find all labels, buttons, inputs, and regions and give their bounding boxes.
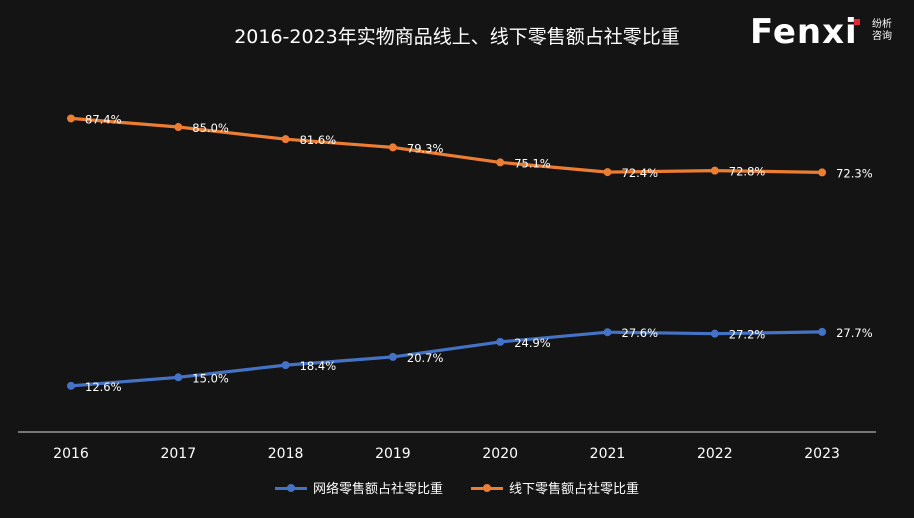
x-tick-label: 2019 <box>375 446 411 462</box>
legend-label-online: 网络零售额占社零比重 <box>312 482 443 497</box>
data-label: 72.4% <box>622 166 659 180</box>
logo-wordmark: Fenxi <box>750 12 858 52</box>
data-point <box>818 168 827 177</box>
fenxi-logo: Fenxi 纷析 咨询 <box>750 12 910 52</box>
data-point <box>710 329 719 338</box>
data-label: 72.3% <box>836 166 873 180</box>
data-point <box>603 328 612 337</box>
data-label: 18.4% <box>300 359 337 373</box>
series-line-0 <box>69 330 824 388</box>
data-point <box>281 361 290 370</box>
x-tick-label: 2023 <box>804 446 840 462</box>
x-tick-label: 2016 <box>53 446 89 462</box>
legend-swatch-offline <box>471 482 503 494</box>
x-tick-label: 2017 <box>160 446 196 462</box>
legend-item-offline: 线下零售额占社零比重 <box>471 478 639 497</box>
logo-tagline-line1: 纷析 <box>872 19 892 30</box>
data-label: 20.7% <box>407 351 444 365</box>
data-label: 15.0% <box>192 371 229 385</box>
x-tick-label: 2018 <box>268 446 304 462</box>
data-label: 81.6% <box>300 133 337 147</box>
legend-label-offline: 线下零售额占社零比重 <box>509 482 640 497</box>
data-point <box>818 327 827 336</box>
x-tick-label: 2021 <box>590 446 626 462</box>
data-point <box>67 381 75 390</box>
series-line-1 <box>69 116 824 174</box>
data-label: 12.6% <box>85 380 122 394</box>
data-point <box>603 168 612 177</box>
data-label: 27.6% <box>622 326 659 340</box>
data-point <box>388 352 397 361</box>
data-point <box>710 166 719 175</box>
data-label: 79.3% <box>407 141 444 155</box>
data-label: 24.9% <box>514 336 551 350</box>
chart-title: 2016-2023年实物商品线上、线下零售额占社零比重 <box>234 26 680 48</box>
data-point <box>281 135 290 144</box>
data-point <box>388 143 397 152</box>
logo-wordmark-main: Fenx <box>750 12 846 52</box>
logo-accent-dot <box>854 19 860 25</box>
x-tick-label: 2022 <box>697 446 733 462</box>
chart-legend: 网络零售额占社零比重 线下零售额占社零比重 <box>0 478 914 497</box>
x-tick-label: 2020 <box>482 446 518 462</box>
logo-tagline-line2: 咨询 <box>872 31 892 42</box>
data-label: 75.1% <box>514 156 551 170</box>
data-label: 85.0% <box>192 121 229 135</box>
data-label: 27.7% <box>836 326 873 340</box>
data-label: 72.8% <box>729 165 766 179</box>
data-label: 27.2% <box>729 328 766 342</box>
data-point <box>174 123 183 132</box>
data-point <box>67 114 75 123</box>
logo-wordmark-i: i <box>845 12 858 52</box>
data-point <box>496 158 505 167</box>
legend-swatch-online <box>274 482 307 494</box>
data-point <box>174 373 183 382</box>
data-point <box>496 337 505 346</box>
legend-item-online: 网络零售额占社零比重 <box>274 478 443 497</box>
data-label: 87.4% <box>85 112 122 126</box>
logo-tagline: 纷析 咨询 <box>872 19 902 43</box>
